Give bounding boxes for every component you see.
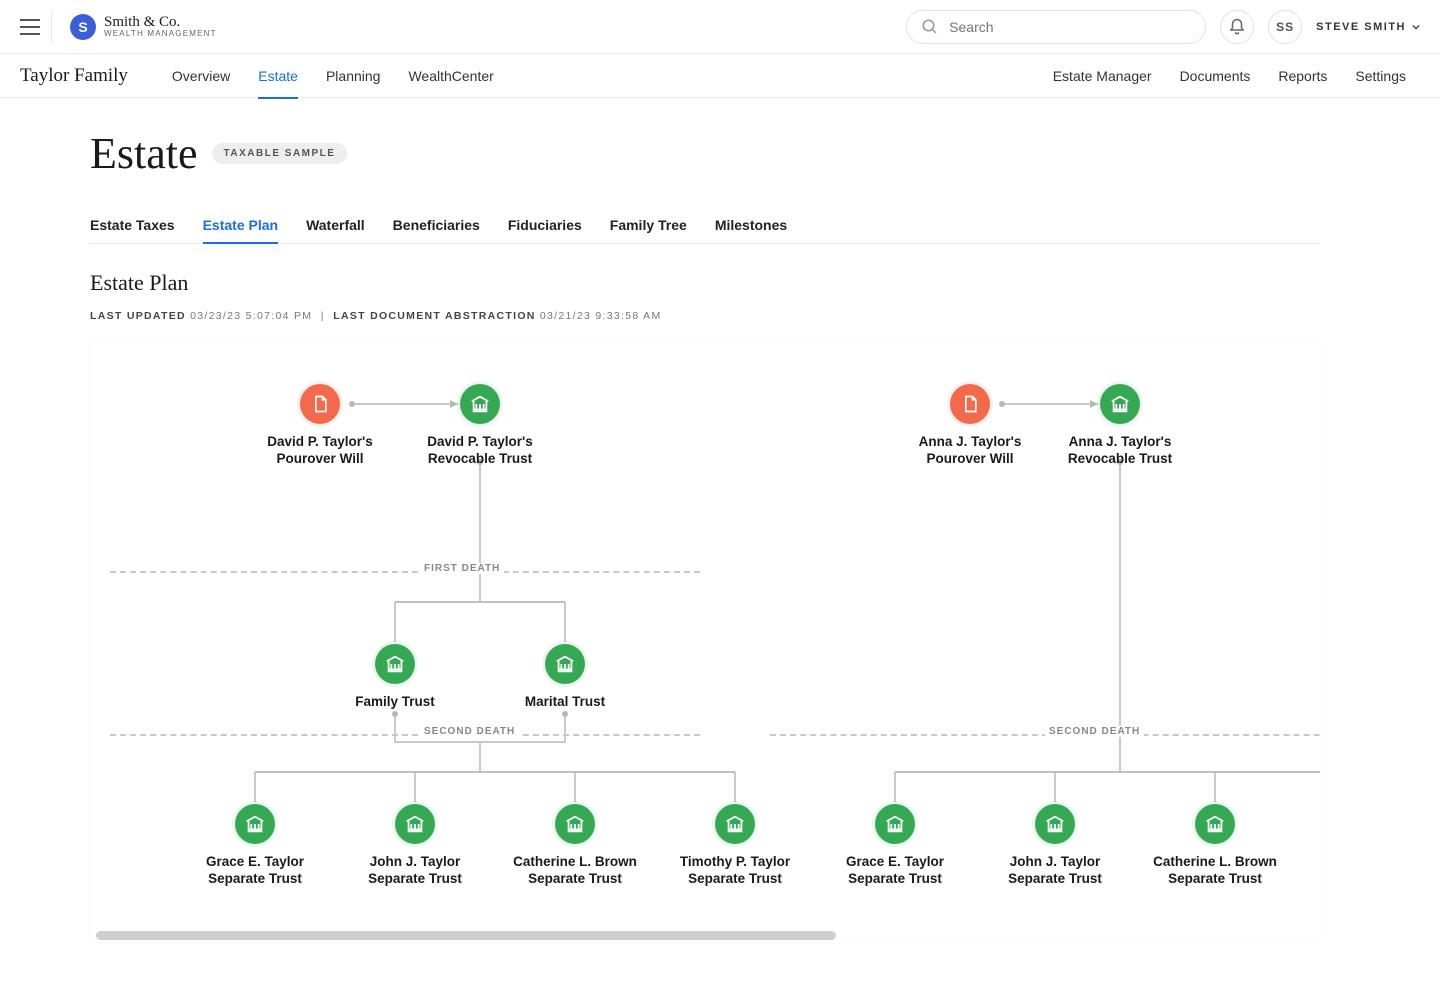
institution-icon bbox=[233, 802, 277, 846]
tab-beneficiaries[interactable]: Beneficiaries bbox=[393, 207, 480, 243]
node-g3[interactable]: Catherine L. Brown Separate Trust bbox=[500, 802, 650, 888]
institution-icon bbox=[543, 642, 587, 686]
institution-icon bbox=[1193, 802, 1237, 846]
node-label: Timothy P. Taylor Separate Trust bbox=[660, 854, 810, 888]
tab-estate-plan[interactable]: Estate Plan bbox=[203, 207, 278, 243]
node-label: Catherine L. Brown Separate Trust bbox=[1140, 854, 1290, 888]
meta-line: LAST UPDATED 03/23/23 5:07:04 PM | LAST … bbox=[90, 310, 1350, 322]
institution-icon bbox=[373, 642, 417, 686]
nav-wealthcenter[interactable]: WealthCenter bbox=[394, 54, 507, 98]
institution-icon bbox=[713, 802, 757, 846]
node-g1[interactable]: Grace E. Taylor Separate Trust bbox=[180, 802, 330, 888]
node-g2[interactable]: John J. Taylor Separate Trust bbox=[340, 802, 490, 888]
node-label: Marital Trust bbox=[525, 694, 605, 711]
node-label: Grace E. Taylor Separate Trust bbox=[180, 854, 330, 888]
node-label: Anna J. Taylor's Pourover Will bbox=[895, 434, 1045, 468]
brand-sub: WEALTH MANAGEMENT bbox=[104, 30, 217, 38]
brand-name: Smith & Co. bbox=[104, 15, 217, 30]
institution-icon bbox=[393, 802, 437, 846]
document-icon bbox=[948, 382, 992, 426]
phase-divider bbox=[110, 734, 700, 736]
nav-planning[interactable]: Planning bbox=[312, 54, 395, 98]
node-label: Anna J. Taylor's Revocable Trust bbox=[1045, 434, 1195, 468]
client-name: Taylor Family bbox=[20, 65, 128, 87]
node-label: David P. Taylor's Pourover Will bbox=[245, 434, 395, 468]
nav-reports[interactable]: Reports bbox=[1264, 54, 1341, 98]
tab-fiduciaries[interactable]: Fiduciaries bbox=[508, 207, 582, 243]
nav-estate-manager[interactable]: Estate Manager bbox=[1039, 54, 1166, 98]
tab-estate-taxes[interactable]: Estate Taxes bbox=[90, 207, 175, 243]
institution-icon bbox=[873, 802, 917, 846]
node-label: Family Trust bbox=[355, 694, 435, 711]
bell-icon bbox=[1228, 18, 1246, 36]
search-input[interactable] bbox=[949, 19, 1191, 35]
node-dp-will[interactable]: David P. Taylor's Pourover Will bbox=[245, 382, 395, 468]
node-h4[interactable]: Timothy P. Taylor Separate Trust bbox=[1300, 802, 1320, 888]
estate-plan-diagram[interactable]: FIRST DEATH SECOND DEATH SECOND DEATH David… bbox=[90, 342, 1320, 942]
node-label: David P. Taylor's Revocable Trust bbox=[405, 434, 555, 468]
node-label: Grace E. Taylor Separate Trust bbox=[820, 854, 970, 888]
search-box[interactable] bbox=[906, 10, 1206, 44]
node-label: Timothy P. Taylor Separate Trust bbox=[1300, 854, 1320, 888]
search-icon bbox=[921, 18, 939, 36]
node-aj-trust[interactable]: Anna J. Taylor's Revocable Trust bbox=[1045, 382, 1195, 468]
nav-estate[interactable]: Estate bbox=[244, 54, 312, 98]
node-fam-trust[interactable]: Family Trust bbox=[320, 642, 470, 711]
node-dp-trust[interactable]: David P. Taylor's Revocable Trust bbox=[405, 382, 555, 468]
phase-divider bbox=[110, 571, 700, 573]
sample-pill: TAXABLE SAMPLE bbox=[212, 143, 348, 164]
institution-icon bbox=[553, 802, 597, 846]
institution-icon bbox=[1033, 802, 1077, 846]
nav-documents[interactable]: Documents bbox=[1166, 54, 1265, 98]
user-menu[interactable]: STEVE SMITH bbox=[1316, 21, 1420, 33]
horizontal-scrollbar-thumb[interactable] bbox=[96, 931, 836, 940]
node-label: John J. Taylor Separate Trust bbox=[980, 854, 1130, 888]
notifications-button[interactable] bbox=[1220, 10, 1254, 44]
institution-icon bbox=[1098, 382, 1142, 426]
document-icon bbox=[298, 382, 342, 426]
node-h1[interactable]: Grace E. Taylor Separate Trust bbox=[820, 802, 970, 888]
phase-label: FIRST DEATH bbox=[420, 563, 504, 574]
tab-milestones[interactable]: Milestones bbox=[715, 207, 787, 243]
node-label: Catherine L. Brown Separate Trust bbox=[500, 854, 650, 888]
menu-button[interactable] bbox=[20, 11, 52, 43]
institution-icon bbox=[458, 382, 502, 426]
section-title: Estate Plan bbox=[90, 270, 1350, 296]
tab-waterfall[interactable]: Waterfall bbox=[306, 207, 365, 243]
user-name-label: STEVE SMITH bbox=[1316, 21, 1406, 33]
node-label: John J. Taylor Separate Trust bbox=[340, 854, 490, 888]
node-h2[interactable]: John J. Taylor Separate Trust bbox=[980, 802, 1130, 888]
brand-badge: S bbox=[70, 14, 96, 40]
phase-label: SECOND DEATH bbox=[420, 726, 519, 737]
node-g4[interactable]: Timothy P. Taylor Separate Trust bbox=[660, 802, 810, 888]
tab-family-tree[interactable]: Family Tree bbox=[610, 207, 687, 243]
phase-label: SECOND DEATH bbox=[1045, 726, 1144, 737]
nav-overview[interactable]: Overview bbox=[158, 54, 244, 98]
node-mar-trust[interactable]: Marital Trust bbox=[490, 642, 640, 711]
node-h3[interactable]: Catherine L. Brown Separate Trust bbox=[1140, 802, 1290, 888]
brand-logo[interactable]: S Smith & Co. WEALTH MANAGEMENT bbox=[70, 14, 217, 40]
user-initials-badge[interactable]: SS bbox=[1268, 10, 1302, 44]
nav-settings[interactable]: Settings bbox=[1341, 54, 1420, 98]
node-aj-will[interactable]: Anna J. Taylor's Pourover Will bbox=[895, 382, 1045, 468]
caret-down-icon bbox=[1412, 23, 1420, 31]
page-title: Estate bbox=[90, 128, 198, 179]
